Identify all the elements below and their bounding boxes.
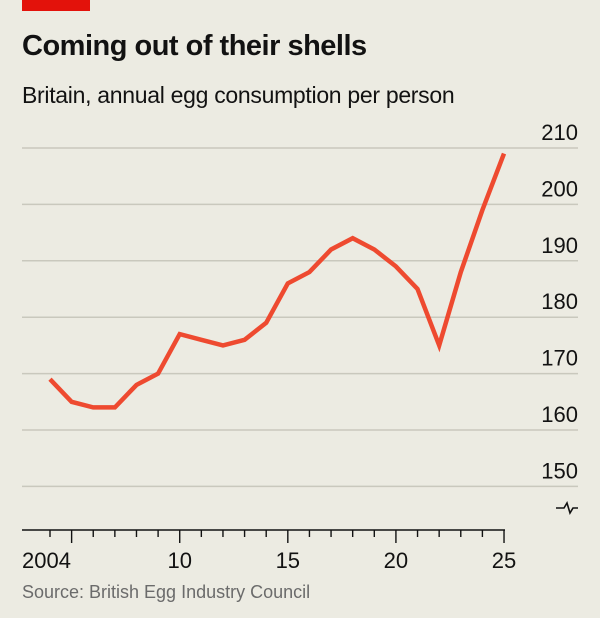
chart-title: Coming out of their shells xyxy=(22,30,367,62)
y-tick-label: 160 xyxy=(541,402,578,427)
x-tick-label: 10 xyxy=(167,548,191,573)
y-tick-label: 170 xyxy=(541,346,578,371)
y-tick-label: 200 xyxy=(541,176,578,201)
x-tick-label: 2004 xyxy=(22,548,71,573)
y-tick-label: 210 xyxy=(541,120,578,145)
y-tick-label: 190 xyxy=(541,233,578,258)
series-line xyxy=(48,152,507,410)
y-tick-label: 180 xyxy=(541,289,578,314)
chart-subtitle: Britain, annual egg consumption per pers… xyxy=(22,82,455,108)
x-tick-label: 15 xyxy=(276,548,300,573)
source-note: Source: British Egg Industry Council xyxy=(22,582,311,602)
brand-bar xyxy=(22,0,90,11)
y-tick-label: 150 xyxy=(541,458,578,483)
x-tick-label: 25 xyxy=(492,548,516,573)
axis-break-icon xyxy=(556,501,578,515)
x-tick-label: 20 xyxy=(384,548,408,573)
